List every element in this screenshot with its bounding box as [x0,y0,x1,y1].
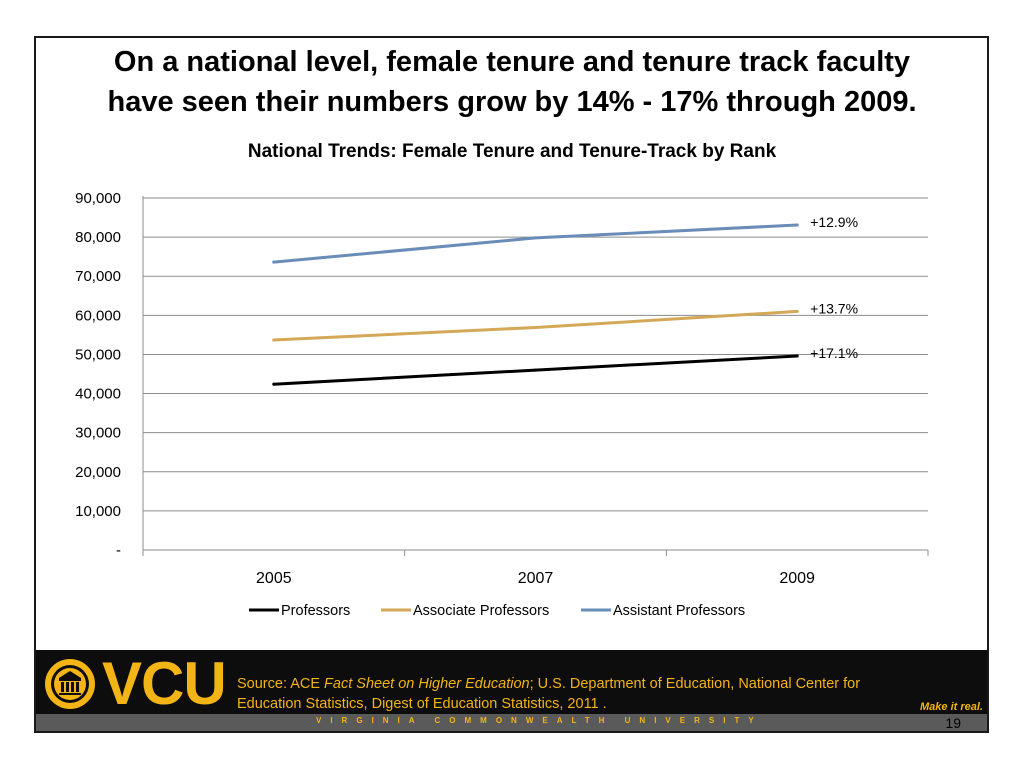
source-italic-title: Fact Sheet on Higher Education [324,676,530,692]
y-tick-label: 10,000 [75,503,121,520]
y-tick-label: 40,000 [75,386,121,403]
series-annotation: +17.1% [810,345,858,361]
y-tick-label: 90,000 [75,190,121,207]
data-point [534,368,537,372]
x-tick-label: 2009 [779,570,815,587]
university-name: VIRGINIA COMMONWEALTH UNIVERSITY [316,716,763,725]
footer-banner: VCU Source: ACE Fact Sheet on Higher Edu… [36,650,987,731]
y-tick-label: 50,000 [75,346,121,363]
legend-label: Assistant Professors [613,603,745,619]
slide-title: On a national level, female tenure and t… [40,42,984,122]
y-tick-label: 80,000 [75,229,121,246]
slide-number: 19 [945,715,961,731]
series-annotation: +12.9% [810,214,858,230]
university-seal-icon [45,659,95,709]
source-rest: ; U.S. Department of Education, National… [237,676,861,712]
data-point [795,223,799,227]
legend-label: Professors [281,603,350,619]
x-tick-label: 2005 [256,570,292,587]
data-point [795,309,799,313]
source-citation: Source: ACE Fact Sheet on Higher Educati… [237,674,927,714]
slide-title-line-2: have seen their numbers grow by 14% - 17… [107,86,917,118]
y-tick-label: 30,000 [75,425,121,442]
data-point [272,382,276,386]
source-prefix: Source: ACE [237,676,325,692]
data-point [272,260,276,264]
vcu-logo: VCU [102,650,227,717]
y-tick-label: - [116,542,121,559]
tagline: Make it real. [920,701,983,713]
series-line-assistant-professors [272,223,799,264]
data-point [795,354,799,358]
series-annotation: +13.7% [810,300,858,316]
data-point [534,325,537,329]
legend-label: Associate Professors [413,603,549,619]
x-tick-label: 2007 [518,570,554,587]
line-chart: - 10,000 20,000 30,000 40,000 50,000 60,000 70,… [75,190,929,619]
y-tick-label: 60,000 [75,307,121,324]
footer-bar: VIRGINIA COMMONWEALTH UNIVERSITY 19 [36,714,987,731]
y-tick-label: 20,000 [75,464,121,481]
data-point [534,236,537,240]
y-tick-label: 70,000 [75,268,121,285]
slide-frame [34,36,989,733]
chart-title: National Trends: Female Tenure and Tenur… [247,141,777,162]
data-point [272,338,276,342]
slide-title-line-1: On a national level, female tenure and t… [113,46,911,78]
